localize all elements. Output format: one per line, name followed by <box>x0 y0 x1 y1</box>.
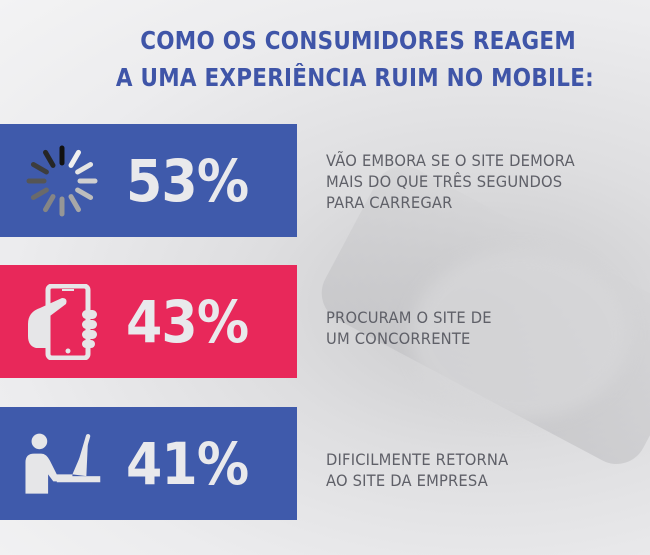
stat-panel-leave: 53% <box>0 124 297 237</box>
spinner-tick <box>68 149 81 168</box>
hand-holding-phone-icon <box>22 282 102 362</box>
description-line: AO SITE DA EMPRESA <box>326 471 488 490</box>
description-line: PARA CARREGAR <box>326 193 453 212</box>
stat-percent: 43% <box>126 287 249 356</box>
spinner-tick <box>30 161 49 174</box>
spinner-tick <box>43 149 56 168</box>
spinner-tick <box>68 193 81 212</box>
background-hand-image <box>410 250 630 420</box>
stat-panel-return: 41% <box>0 407 297 520</box>
stat-percent: 53% <box>126 146 249 215</box>
title-line-1: COMO OS CONSUMIDORES REAGEM <box>140 26 576 55</box>
loading-spinner-icon <box>22 141 102 221</box>
description-line: VÃO EMBORA SE O SITE DEMORA <box>326 151 575 170</box>
stat-description: PROCURAM O SITE DE UM CONCORRENTE <box>326 307 492 349</box>
person-at-computer-icon <box>22 424 102 504</box>
spinner-tick <box>75 161 94 174</box>
description-line: DIFICILMENTE RETORNA <box>326 450 509 469</box>
description-line: UM CONCORRENTE <box>326 329 471 348</box>
stat-description: DIFICILMENTE RETORNA AO SITE DA EMPRESA <box>326 449 508 491</box>
stat-description: VÃO EMBORA SE O SITE DEMORA MAIS DO QUE … <box>326 150 575 213</box>
title-line-2: A UMA EXPERIÊNCIA RUIM NO MOBILE: <box>115 63 595 92</box>
spinner-tick <box>30 187 49 200</box>
stat-percent: 41% <box>126 429 249 498</box>
description-line: PROCURAM O SITE DE <box>326 308 492 327</box>
spinner-tick <box>75 187 94 200</box>
spinner-tick <box>43 193 56 212</box>
page-title: COMO OS CONSUMIDORES REAGEM A UMA EXPERI… <box>0 22 650 96</box>
stat-panel-competitor: 43% <box>0 265 297 378</box>
description-line: MAIS DO QUE TRÊS SEGUNDOS <box>326 172 563 191</box>
